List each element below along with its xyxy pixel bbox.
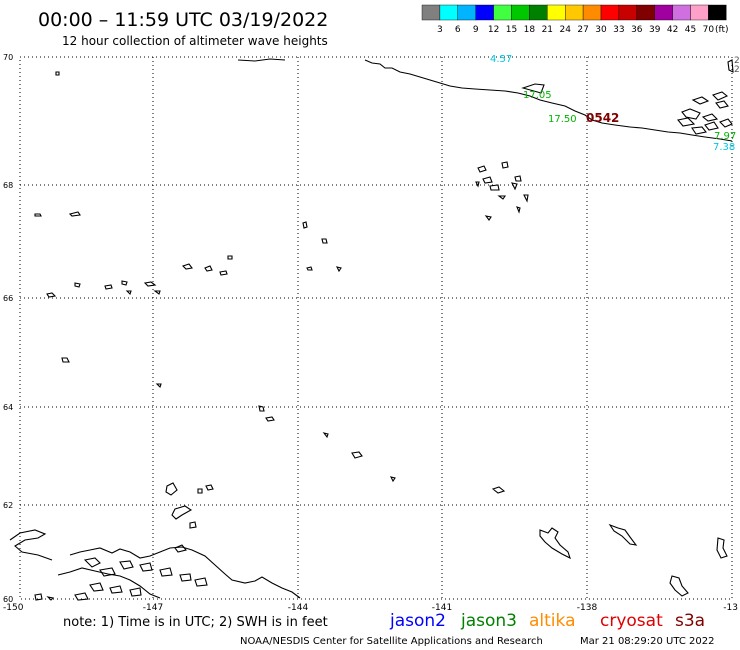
wave-height-color-scale: 3 6 9 12 15 18 21 24 27 30 33 36 39 42 45 70 <box>421 4 727 35</box>
map-title: 00:00 – 11:59 UTC 03/19/2022 <box>38 9 328 31</box>
scale-swatch <box>529 4 548 21</box>
observation-label: 4.57 <box>490 54 512 65</box>
longitude-label: -144 <box>288 603 309 613</box>
satellite-cryosat: cryosat <box>600 611 663 631</box>
scale-tick-label: 21 <box>542 25 553 35</box>
scale-swatch <box>421 4 441 21</box>
satellite-altika: altika <box>529 611 576 631</box>
scale-tick-label: 6 <box>455 25 461 35</box>
latitude-label: 68 <box>3 181 13 190</box>
longitude-label: -150 <box>3 603 24 613</box>
scale-tick-label: 70 <box>703 25 715 35</box>
interior-lakes-north <box>34 71 342 276</box>
scale-tick-label: 33 <box>613 25 624 35</box>
scale-tick-label: 12 <box>488 25 499 35</box>
observation-label: 0542 <box>586 111 619 125</box>
longitude-label: -147 <box>143 603 163 613</box>
satellite-s3a: s3a <box>675 611 705 631</box>
edge-mark-second: 2 <box>734 65 740 75</box>
observation-labels: 4.57 17.05 17.50 0542 7.97 7.38 <box>490 54 736 153</box>
footer-credit: NOAA/NESDIS Center for Satellite Applica… <box>240 636 543 647</box>
latitude-label: 60 <box>3 595 13 604</box>
scale-tick-label: 3 <box>437 25 443 35</box>
scale-tick-label: 24 <box>559 25 571 35</box>
mackenzie-delta-islands <box>521 59 734 135</box>
graticule-grid <box>20 57 732 599</box>
cook-inlet-coastline <box>9 529 301 599</box>
scale-swatch <box>565 4 584 21</box>
scale-swatch <box>618 4 638 21</box>
scale-tick-label: 39 <box>649 25 661 35</box>
scale-tick-label: 36 <box>631 25 643 35</box>
scale-swatch <box>475 4 494 21</box>
scale-swatch <box>672 4 691 21</box>
scale-tick-label: 9 <box>473 25 479 35</box>
north-slope-coastline <box>237 58 733 142</box>
footer-timestamp: Mar 21 08:29:20 UTC 2022 <box>580 636 715 647</box>
map-frame <box>19 56 733 600</box>
longitude-label: -138 <box>577 603 598 613</box>
scale-swatch <box>457 4 476 21</box>
satellite-legend: jason2 jason3 altika cryosat s3a <box>389 611 705 631</box>
latitude-label: 64 <box>3 403 13 412</box>
observation-label: 17.05 <box>523 90 552 101</box>
satellite-jason2: jason2 <box>389 611 446 631</box>
latitude-label: 70 <box>3 53 13 62</box>
scale-tick-label: 18 <box>524 25 536 35</box>
observation-label: 7.97 <box>714 131 736 142</box>
latitude-label: 62 <box>3 501 13 510</box>
longitude-labels: -150 -147 -144 -141 -138 -13 <box>3 603 738 613</box>
southeast-alaska-coast <box>539 523 728 597</box>
satellite-jason3: jason3 <box>460 611 517 631</box>
interior-lakes-middle <box>46 280 396 483</box>
scale-swatch <box>600 4 620 21</box>
interior-lakes-south <box>165 482 506 529</box>
scale-swatch <box>547 4 566 21</box>
observation-label: 17.50 <box>548 114 577 125</box>
scale-tick-label: 42 <box>667 25 678 35</box>
scale-tick-label: 27 <box>577 25 588 35</box>
edge-mark-top: 2 <box>734 56 740 66</box>
scale-swatch <box>654 4 673 21</box>
longitude-label: -141 <box>432 603 452 613</box>
brooks-range-lakes <box>475 161 529 221</box>
observation-label: 7.38 <box>713 142 735 153</box>
scale-swatch <box>582 4 602 21</box>
scale-swatch <box>439 4 458 21</box>
scale-swatch <box>690 4 709 21</box>
coastline-layer <box>9 58 734 601</box>
longitude-label: -13 <box>723 603 738 613</box>
scale-swatch <box>708 4 727 21</box>
scale-tick-label: 30 <box>595 25 607 35</box>
kenai-fjords-islands <box>34 544 208 601</box>
map-subtitle: 12 hour collection of altimeter wave hei… <box>62 34 328 48</box>
footer-note: note: 1) Time is in UTC; 2) SWH is in fe… <box>63 615 328 630</box>
scale-unit-label: (ft) <box>715 25 729 35</box>
scale-tick-label: 45 <box>685 25 696 35</box>
scale-swatch <box>511 4 530 21</box>
scale-swatch <box>636 4 655 21</box>
latitude-label: 66 <box>3 294 13 303</box>
latitude-labels: 70 68 66 64 62 60 <box>3 53 13 604</box>
scale-tick-label: 15 <box>506 25 517 35</box>
scale-swatch <box>493 4 512 21</box>
